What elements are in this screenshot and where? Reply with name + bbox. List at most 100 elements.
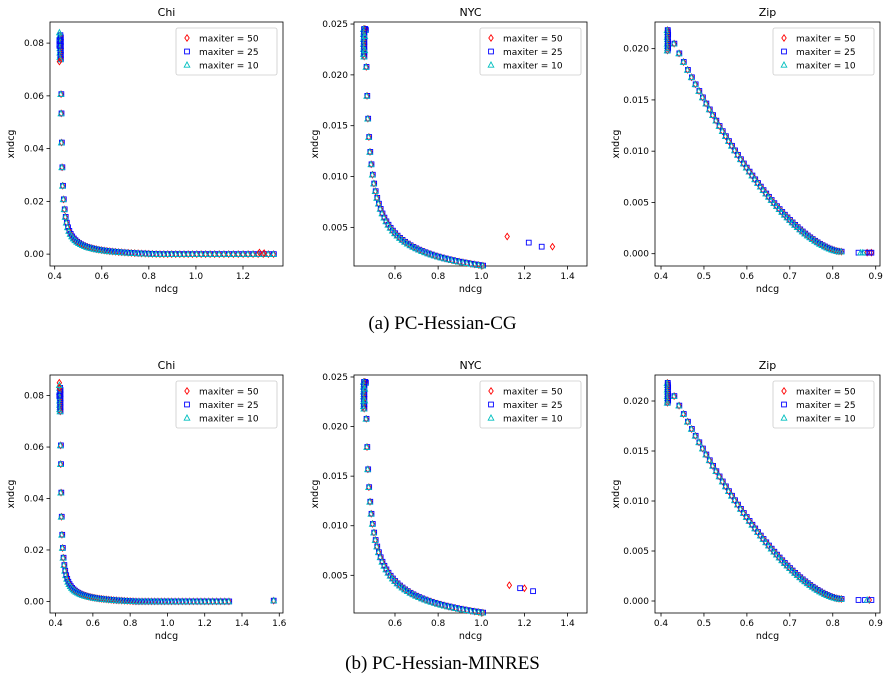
marker-maxiter-10 [767, 196, 775, 203]
marker-maxiter-10 [370, 179, 378, 187]
marker-maxiter-10 [683, 417, 691, 425]
marker-maxiter-10 [144, 250, 153, 257]
x-tick-label: 0.4 [48, 619, 63, 629]
marker-maxiter-10 [448, 603, 456, 611]
legend-label: maxiter = 50 [796, 387, 856, 397]
marker-maxiter-10 [675, 49, 683, 57]
marker-maxiter-10 [362, 63, 370, 70]
axes-frame [49, 21, 284, 267]
x-tick-label: 1.4 [235, 619, 250, 629]
marker-maxiter-10 [679, 410, 687, 417]
legend-marker [184, 48, 190, 55]
x-tick-label: 0.7 [783, 272, 797, 282]
y-tick-label: 0.025 [322, 373, 348, 383]
marker-maxiter-10 [718, 127, 726, 135]
marker-maxiter-10 [736, 155, 744, 163]
marker-maxiter-10 [58, 163, 66, 171]
marker-maxiter-10 [733, 151, 741, 158]
marker-maxiter-10 [167, 250, 175, 257]
marker-maxiter-10 [742, 513, 750, 520]
legend-marker [183, 61, 191, 68]
marker-maxiter-10 [400, 585, 409, 593]
marker-maxiter-10 [727, 142, 735, 149]
marker-maxiter-10 [470, 260, 479, 268]
marker-maxiter-10 [478, 261, 487, 269]
marker-maxiter-10 [239, 250, 247, 257]
x-tick-label: 0.8 [826, 619, 841, 629]
x-tick-label: 0.8 [431, 272, 446, 282]
marker-maxiter-10 [212, 597, 220, 605]
point-square [56, 42, 63, 49]
marker-maxiter-10 [192, 250, 201, 257]
marker-maxiter-10 [60, 205, 68, 213]
marker-maxiter-10 [470, 607, 479, 615]
y-axis-label: xndcg [611, 130, 622, 159]
marker-maxiter-10 [259, 250, 267, 257]
x-tick-label: 1.2 [236, 272, 250, 282]
marker-maxiter-10 [702, 450, 710, 458]
marker-maxiter-10 [778, 556, 786, 564]
marker-maxiter-10 [770, 199, 778, 207]
marker-maxiter-10 [363, 443, 371, 450]
marker-maxiter-10 [56, 441, 64, 449]
marker-maxiter-10 [708, 111, 717, 118]
marker-maxiter-10 [365, 483, 373, 491]
x-tick-label: 1.2 [517, 272, 531, 282]
legend-marker [184, 387, 190, 395]
marker-maxiter-10 [730, 496, 738, 504]
legend: maxiter = 50 maxiter = 25 maxiter = 10 [479, 380, 582, 429]
y-tick-label: 0.025 [322, 20, 348, 30]
y-tick-label: 0.04 [24, 145, 44, 155]
marker-maxiter-10 [61, 213, 69, 220]
marker-maxiter-10 [254, 250, 262, 257]
x-tick-label: 0.5 [697, 272, 711, 282]
y-axis-label: xndcg [6, 480, 17, 509]
x-tick-label: 0.5 [697, 619, 711, 629]
marker-maxiter-10 [691, 432, 699, 439]
marker-maxiter-10 [368, 520, 376, 527]
legend-label: maxiter = 50 [796, 34, 856, 44]
chart-3: Zip 0.4 0.5 0.6 0.7 0.8 0.9 0.000 0.005 0.010 0.01… [611, 6, 883, 295]
legend-label: maxiter = 10 [796, 61, 856, 71]
y-tick-label: 0.010 [623, 147, 649, 157]
marker-maxiter-10 [745, 517, 753, 524]
marker-maxiter-10 [727, 492, 735, 499]
x-tick-label: 0.8 [123, 619, 138, 629]
x-axis-label: ndcg [756, 631, 779, 642]
legend-label: maxiter = 50 [199, 34, 259, 44]
legend-label: maxiter = 25 [199, 48, 259, 58]
marker-maxiter-10 [216, 597, 224, 605]
marker-maxiter-10 [180, 250, 188, 257]
x-axis-label: ndcg [155, 284, 178, 295]
y-tick-label: 0.020 [623, 45, 649, 55]
legend-label: maxiter = 10 [199, 61, 259, 71]
point-diamond [56, 57, 63, 66]
marker-maxiter-10 [59, 553, 67, 561]
marker-maxiter-10 [751, 524, 759, 532]
marker-maxiter-10 [193, 597, 201, 605]
x-axis-label: ndcg [459, 631, 482, 642]
legend: maxiter = 50 maxiter = 25 maxiter = 10 [772, 27, 875, 76]
legend: maxiter = 50 maxiter = 25 maxiter = 10 [772, 380, 875, 429]
marker-maxiter-10 [210, 250, 218, 257]
marker-maxiter-10 [756, 182, 764, 190]
marker-maxiter-10 [373, 542, 381, 550]
marker-maxiter-10 [837, 247, 845, 255]
chart-1: Chi 0.4 0.6 0.8 1.0 1.2 0.00 0.02 0.04 0.06 0.08 nd… [6, 6, 284, 295]
marker-maxiter-10 [269, 250, 277, 257]
y-tick-label: 0.005 [623, 198, 649, 208]
legend-marker [780, 414, 788, 421]
marker-maxiter-10 [695, 438, 703, 446]
y-tick-label: 0.005 [322, 223, 348, 233]
y-tick-label: 0.010 [623, 497, 649, 507]
marker-maxiter-10 [159, 250, 168, 257]
x-tick-label: 1.0 [474, 272, 489, 282]
marker-maxiter-10 [403, 587, 411, 594]
chart-title: NYC [459, 359, 481, 372]
x-tick-label: 0.4 [48, 272, 63, 282]
y-tick-label: 0.00 [24, 250, 44, 260]
marker-maxiter-10 [715, 122, 723, 129]
y-tick-label: 0.04 [24, 495, 44, 505]
x-tick-label: 0.6 [740, 272, 755, 282]
x-axis-label: ndcg [459, 284, 482, 295]
